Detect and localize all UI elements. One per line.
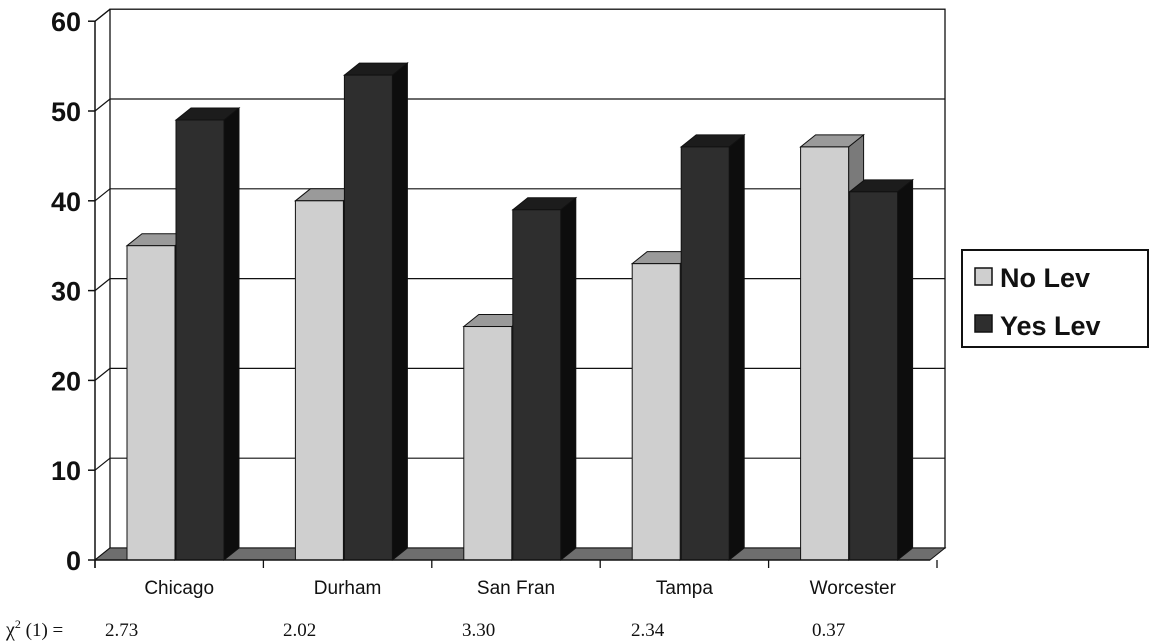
bar-yes-lev-worcester xyxy=(848,178,915,562)
chi-square-row: χ2 (1) = 2.73 2.02 3.30 2.34 0.37 xyxy=(5,617,845,641)
bar-front-face xyxy=(175,119,225,561)
y-tick-label: 40 xyxy=(51,187,81,217)
chi-value-chicago: 2.73 xyxy=(105,620,138,641)
bar-front-face xyxy=(343,74,393,561)
bar-yes-lev-durham xyxy=(342,62,409,562)
bar-front-face xyxy=(463,326,513,561)
legend: No Lev Yes Lev xyxy=(961,249,1149,348)
legend-swatch-yes-lev xyxy=(974,314,993,333)
legend-swatch-no-lev xyxy=(974,267,993,286)
y-axis-depth-top xyxy=(94,8,111,22)
grid-depth-line xyxy=(94,98,111,112)
chi-suffix: (1) = xyxy=(21,620,63,641)
grid-depth-line xyxy=(94,367,111,381)
chi-value-tampa: 2.34 xyxy=(631,620,665,641)
x-tick-label: Chicago xyxy=(144,578,214,599)
bar-front-face xyxy=(800,146,850,561)
x-tick-label: Durham xyxy=(314,578,382,599)
x-tick-label: Tampa xyxy=(656,578,713,599)
chi-value-san-fran: 3.30 xyxy=(462,620,495,641)
bar-yes-lev-tampa xyxy=(679,133,746,562)
x-tick-label: Worcester xyxy=(810,578,897,599)
bar-front-face xyxy=(512,209,562,561)
bar-front-face xyxy=(849,191,899,561)
legend-label-yes-lev: Yes Lev xyxy=(1000,311,1101,341)
grid-depth-line xyxy=(94,457,111,471)
bar-yes-lev-chicago xyxy=(174,106,241,562)
legend-box xyxy=(961,249,1149,348)
y-tick-label: 10 xyxy=(51,456,81,486)
bar-side-face xyxy=(391,62,408,562)
chi-value-worcester: 0.37 xyxy=(812,620,845,641)
y-tick-label: 50 xyxy=(51,97,81,127)
bar-front-face xyxy=(631,263,681,561)
bar-yes-lev-san-fran xyxy=(511,196,578,562)
bars xyxy=(125,62,915,562)
chi-superscript: 2 xyxy=(15,617,21,631)
bar-front-face xyxy=(680,146,730,561)
bar-side-face xyxy=(223,106,240,562)
y-tick-label: 0 xyxy=(66,546,81,576)
bar-side-face xyxy=(560,196,577,562)
axes: 0 10 20 30 40 50 60 Chicago Durham San Fran Tampa W… xyxy=(51,7,938,599)
chi-symbol: χ xyxy=(5,619,15,641)
legend-label-no-lev: No Lev xyxy=(1000,263,1090,293)
y-tick-label: 60 xyxy=(51,7,81,37)
y-tick-label: 30 xyxy=(51,277,81,307)
bar-front-face xyxy=(294,200,344,561)
x-tick-label: San Fran xyxy=(477,578,555,599)
y-tick-label: 20 xyxy=(51,366,81,396)
bar-side-face xyxy=(728,133,745,562)
bar-front-face xyxy=(126,245,176,561)
grid-depth-line xyxy=(94,188,111,202)
chi-square-label: χ2 (1) = xyxy=(5,617,63,641)
chi-value-durham: 2.02 xyxy=(283,620,316,641)
bar-side-face xyxy=(897,178,914,562)
grid-depth-line xyxy=(94,278,111,292)
